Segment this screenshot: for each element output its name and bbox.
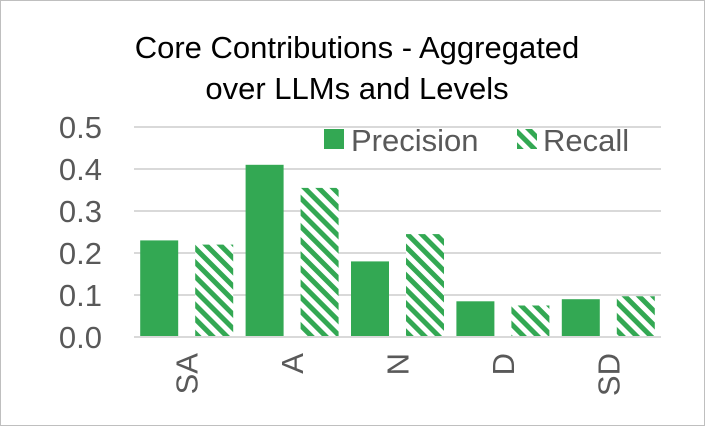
x-axis-ticks: SA A N D SD	[170, 353, 627, 396]
y-tick-label: 0.3	[59, 194, 102, 229]
y-tick-label: 0.2	[59, 236, 102, 271]
x-tick-label: A	[275, 353, 310, 374]
chart-title-line-2: over LLMs and Levels	[205, 71, 508, 106]
y-tick-label: 0.1	[59, 278, 102, 313]
chart-title-line-1: Core Contributions - Aggregated	[135, 30, 580, 65]
bar-precision-sd	[561, 299, 600, 337]
y-tick-label: 0.5	[59, 110, 102, 145]
bar-precision-sa	[140, 240, 179, 337]
x-tick-label: N	[381, 353, 416, 375]
bar-recall-d	[511, 305, 550, 337]
bars	[140, 164, 655, 337]
y-tick-label: 0.0	[59, 320, 102, 355]
bar-precision-d	[456, 301, 495, 337]
bar-precision-a	[245, 164, 284, 337]
bar-recall-a	[300, 187, 339, 337]
x-tick-label: D	[486, 353, 521, 375]
bar-recall-sd	[616, 296, 655, 337]
legend-swatch-recall	[517, 129, 537, 149]
legend: Precision Recall	[324, 123, 629, 158]
legend-label-recall: Recall	[543, 123, 629, 158]
x-tick-label: SA	[170, 353, 205, 395]
y-axis-ticks: 0.0 0.1 0.2 0.3 0.4 0.5	[59, 110, 102, 355]
legend-label-precision: Precision	[351, 123, 479, 158]
x-tick-label: SD	[591, 353, 626, 396]
bar-recall-sa	[195, 244, 234, 337]
bar-recall-n	[406, 234, 444, 337]
legend-swatch-precision	[324, 129, 344, 149]
y-tick-label: 0.4	[59, 152, 102, 187]
bar-precision-n	[351, 261, 389, 337]
